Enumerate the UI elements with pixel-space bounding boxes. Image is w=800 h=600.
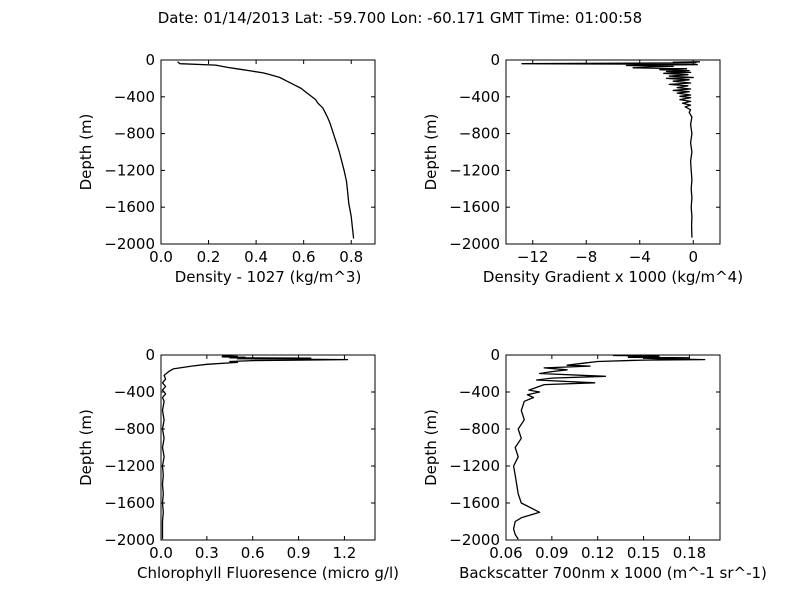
y-tick-label: −400 (114, 383, 155, 401)
x-tick-label: −4 (629, 248, 651, 266)
x-tick-label: 0.6 (292, 248, 316, 266)
subplot-3: 0.0 0.3 0.6 0.9 1.2 0 −400 −800 −1200 −1600 −2000 C… (77, 346, 399, 582)
x-tick-label: 0.18 (673, 544, 706, 562)
y-tick-label: −1200 (104, 161, 155, 179)
x-tick-label: 0.9 (287, 544, 311, 562)
axes-frame (160, 59, 376, 245)
y-tick-label: −400 (459, 88, 500, 106)
y-tick-label: −400 (459, 383, 500, 401)
axes-frame (160, 354, 376, 541)
y-tick-label: −1600 (449, 494, 500, 512)
y-tick-label: −1200 (449, 161, 500, 179)
y-tick-label: −1200 (104, 457, 155, 475)
x-axis-label: Chlorophyll Fluoresence (micro g/l) (137, 564, 399, 582)
axes-frame (505, 59, 721, 245)
series-line (521, 61, 700, 238)
y-tick-label: −1600 (104, 198, 155, 216)
y-tick-label: −2000 (449, 235, 500, 253)
x-axis-label: Backscatter 700nm x 1000 (m^-1 sr^-1) (459, 564, 767, 582)
y-tick-label: −2000 (104, 235, 155, 253)
x-tick-label: 0 (688, 248, 698, 266)
y-tick-label: −1200 (449, 457, 500, 475)
series-line (177, 61, 355, 239)
x-tick-label: 0.0 (149, 544, 173, 562)
y-tick-label: −1600 (104, 494, 155, 512)
y-tick-label: −400 (114, 88, 155, 106)
x-tick-label: 0.6 (241, 544, 265, 562)
y-tick-label: 0 (490, 346, 500, 364)
x-tick-label: 0.8 (339, 248, 363, 266)
x-tick-label: 0.15 (627, 544, 660, 562)
x-tick-label: 0.2 (197, 248, 221, 266)
x-tick-label: 0.12 (581, 544, 614, 562)
y-tick-label: −800 (114, 125, 155, 143)
axes-frame (505, 354, 721, 541)
x-tick-label: 0.3 (195, 544, 219, 562)
x-tick-label: 1.2 (332, 544, 356, 562)
y-tick-label: −800 (114, 420, 155, 438)
y-tick-label: −2000 (104, 531, 155, 549)
y-tick-label: −2000 (449, 531, 500, 549)
x-tick-label: −12 (517, 248, 549, 266)
series-line (161, 355, 349, 540)
subplot-grid: 0.0 0.2 0.4 0.6 0.80−400−800−1200−1600−2000D… (77, 51, 767, 582)
subplot-4: 0.06 0.09 0.12 0.15 0.18 0 −400 −800 −1200 −1600 −… (422, 346, 767, 582)
x-tick-label: −8 (575, 248, 597, 266)
x-axis-label: Density - 1027 (kg/m^3) (175, 268, 362, 286)
y-tick-label: 0 (145, 51, 155, 69)
subplot-2: −12 −8 −4 00−400−800−1200−1600−2000Density … (422, 51, 743, 286)
y-tick-label: −800 (459, 420, 500, 438)
y-axis-label: Depth (m) (422, 114, 440, 191)
y-axis-label: Depth (m) (77, 409, 95, 486)
y-tick-label: 0 (490, 51, 500, 69)
x-tick-label: 0.0 (149, 248, 173, 266)
y-tick-label: 0 (145, 346, 155, 364)
subplot-1: 0.0 0.2 0.4 0.6 0.8 0 −400 −800 −1200 −1600 −2000 D… (77, 51, 376, 286)
y-axis-label: Depth (m) (422, 409, 440, 486)
x-tick-label: 0.06 (489, 544, 522, 562)
y-tick-label: −1600 (449, 198, 500, 216)
x-tick-label: 0.09 (535, 544, 568, 562)
y-tick-label: −800 (459, 125, 500, 143)
figure-title: Date: 01/14/2013 Lat: -59.700 Lon: -60.1… (158, 9, 642, 27)
x-axis-label: Density Gradient x 1000 (kg/m^4) (483, 268, 743, 286)
y-axis-label: Depth (m) (77, 114, 95, 191)
series-line (512, 354, 706, 540)
x-tick-label: 0.4 (244, 248, 268, 266)
